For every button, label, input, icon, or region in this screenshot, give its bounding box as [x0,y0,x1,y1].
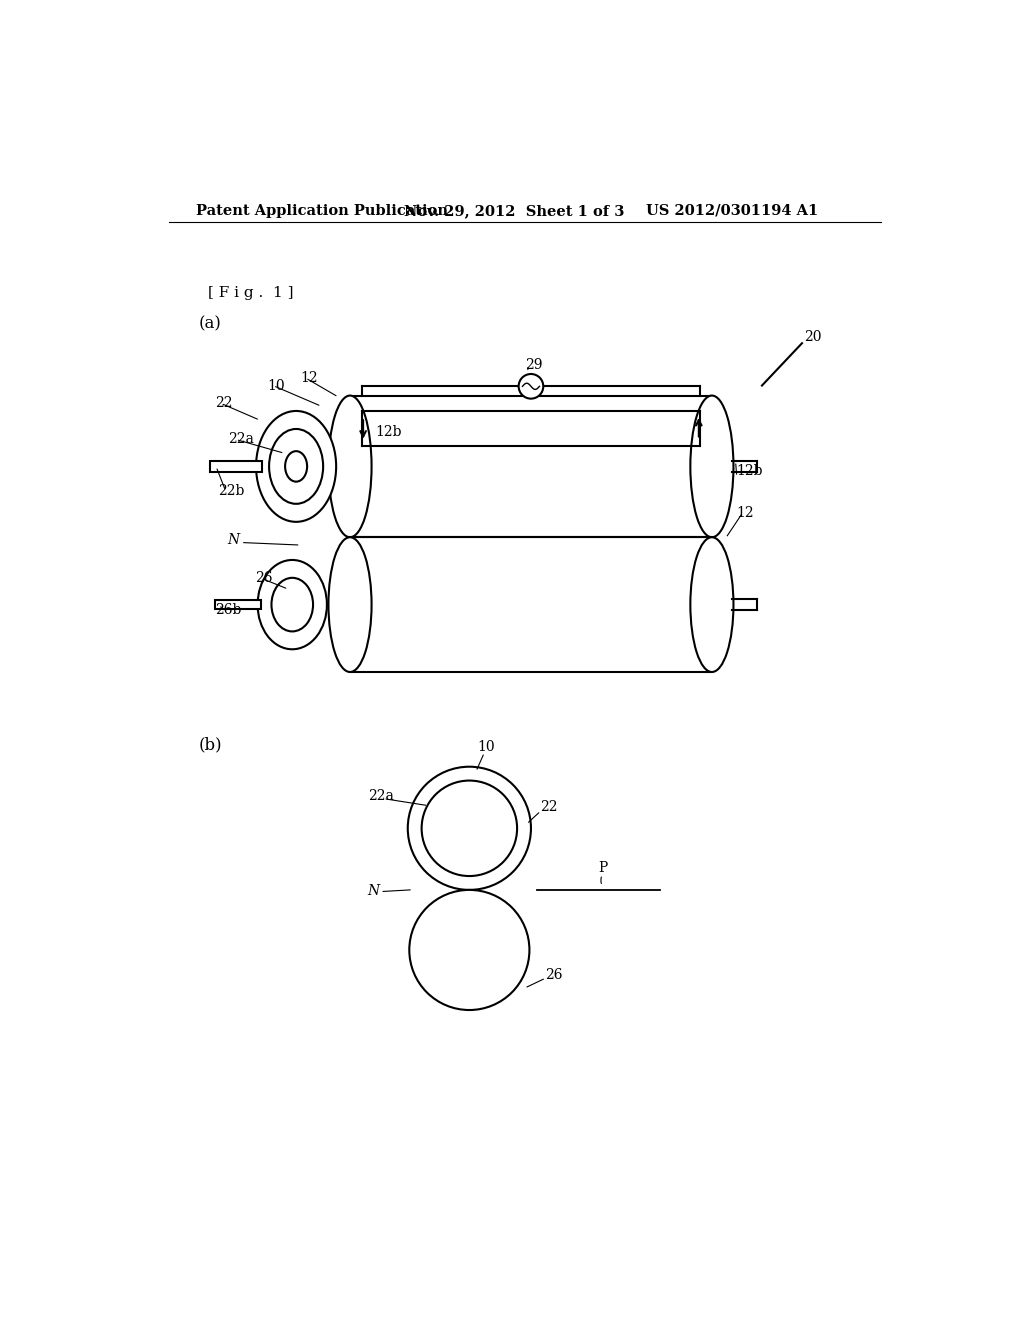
Bar [350,396,712,537]
Ellipse shape [329,537,372,672]
Text: 12b: 12b [376,425,401,440]
Text: 20: 20 [804,330,822,345]
Text: 22a: 22a [368,789,393,803]
Text: 26b: 26b [215,603,242,618]
Text: 10: 10 [267,379,286,392]
Ellipse shape [269,429,324,504]
Ellipse shape [256,411,336,521]
Ellipse shape [271,578,313,631]
Text: 10: 10 [477,741,495,755]
Text: 22b: 22b [217,484,244,498]
Circle shape [408,767,531,890]
Text: 22a: 22a [227,433,254,446]
Text: 26: 26 [255,572,272,585]
Text: Nov. 29, 2012  Sheet 1 of 3: Nov. 29, 2012 Sheet 1 of 3 [403,203,625,218]
Text: Patent Application Publication: Patent Application Publication [196,203,449,218]
Text: 22: 22 [541,800,558,813]
Text: P: P [599,862,608,875]
Text: 12: 12 [736,506,754,520]
Text: 26: 26 [545,968,562,982]
Circle shape [422,780,517,876]
Bar [350,537,712,672]
Ellipse shape [258,560,327,649]
Text: 22: 22 [215,396,232,411]
Ellipse shape [690,396,733,537]
Text: 12b: 12b [736,465,763,478]
Text: [ F i g .  1 ]: [ F i g . 1 ] [208,286,293,300]
Ellipse shape [285,451,307,482]
Ellipse shape [690,537,733,672]
Bar [215,601,261,610]
Circle shape [410,890,529,1010]
Text: 12: 12 [300,371,317,385]
Circle shape [518,374,544,399]
Text: (a): (a) [199,315,221,333]
Text: N: N [368,884,380,899]
Text: (b): (b) [199,737,222,754]
Bar [210,461,262,471]
Text: N: N [227,533,240,548]
Ellipse shape [329,396,372,537]
Text: US 2012/0301194 A1: US 2012/0301194 A1 [646,203,819,218]
Text: 29: 29 [524,358,543,372]
